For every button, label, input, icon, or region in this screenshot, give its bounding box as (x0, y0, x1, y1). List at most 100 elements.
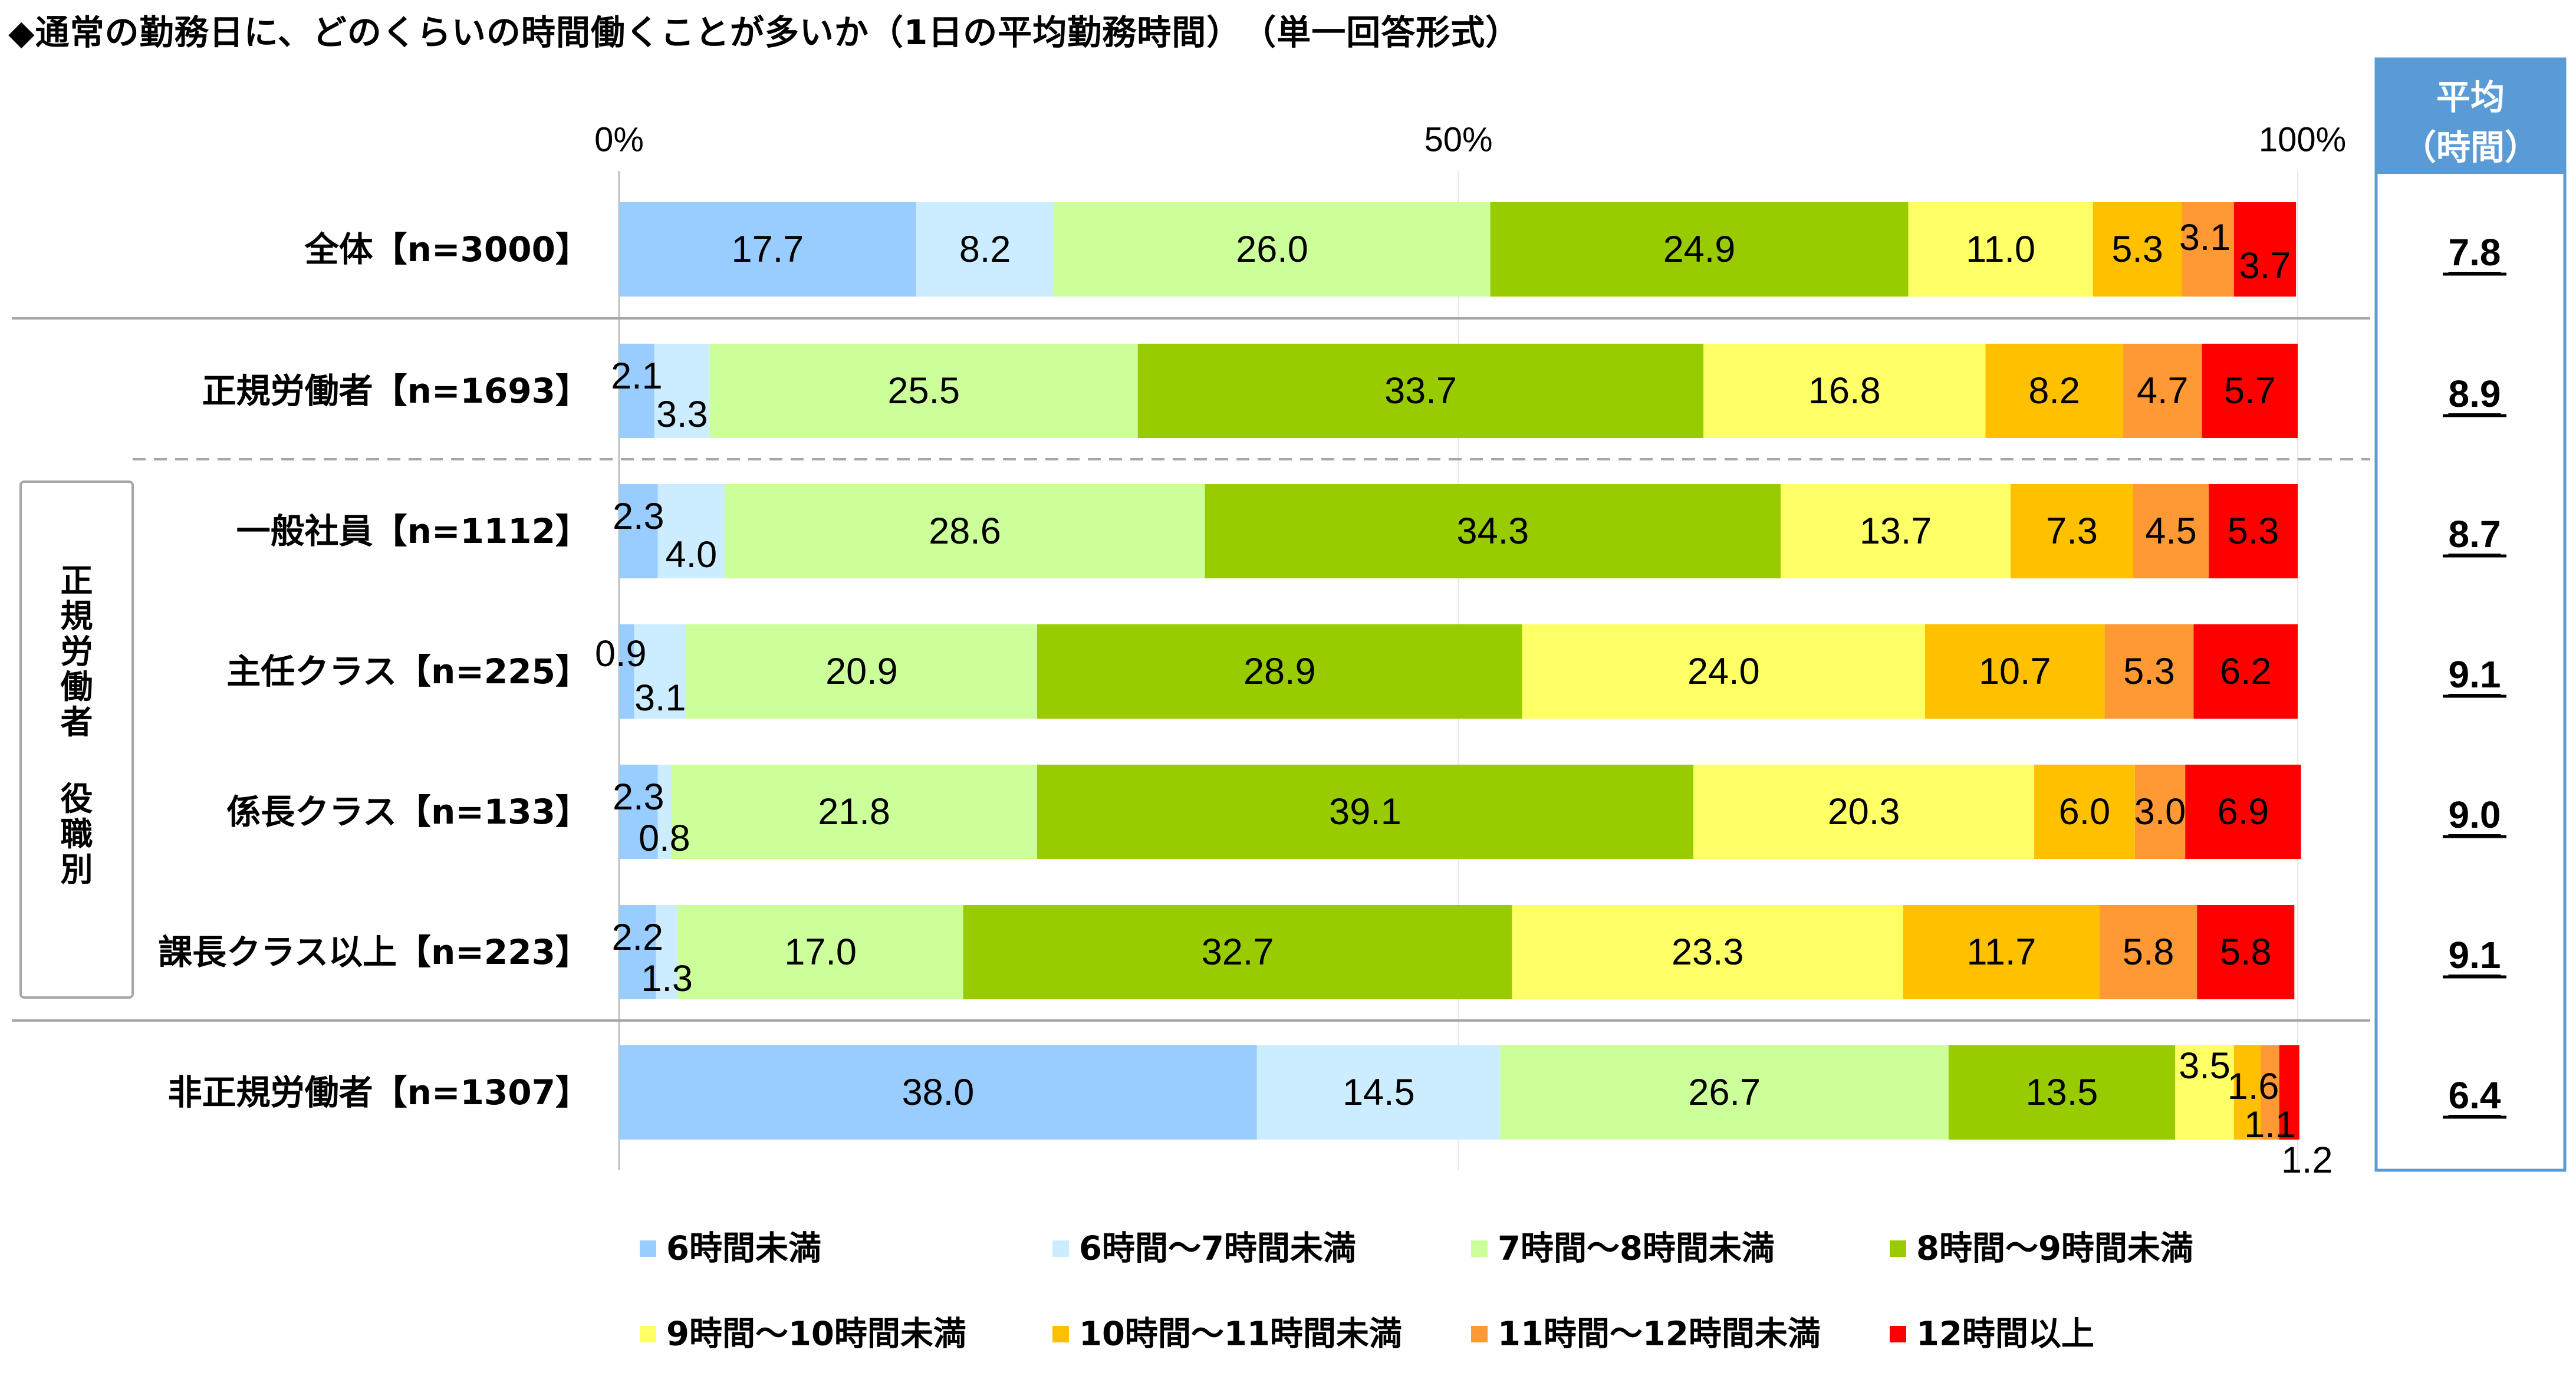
bar-segment (656, 905, 678, 999)
legend-swatch (1471, 1240, 1488, 1257)
bar-value-label: 10.7 (1979, 651, 2051, 692)
bar-value-label: 4.7 (2137, 370, 2189, 412)
bar-segment (2100, 905, 2197, 999)
bar-value-label: 32.7 (1202, 931, 1274, 973)
bar-value-label: 14.5 (1343, 1072, 1415, 1113)
bar-segment (619, 344, 654, 438)
bar-segment (1137, 344, 1704, 438)
bar-segment (2123, 344, 2202, 438)
bar-segment (2233, 202, 2297, 297)
bar-segment (2279, 1045, 2299, 1140)
bar-segment (2034, 765, 2135, 859)
bar-value-label: 3.1 (2179, 217, 2231, 258)
group-label-char: 者 (60, 703, 93, 741)
bar-segment (1500, 1045, 1949, 1140)
legend-label: 6時間未満 (666, 1230, 821, 1268)
average-header (2376, 59, 2565, 174)
average-value: 9.1 (2449, 653, 2501, 696)
bar-segment (1256, 1045, 1501, 1140)
group-label-char: 職 (60, 815, 93, 853)
bar-segment (2133, 484, 2209, 578)
bar-segment (1924, 624, 2105, 719)
legend-swatch (640, 1326, 656, 1342)
legend-swatch (1052, 1240, 1069, 1257)
bar-value-label: 5.7 (2224, 370, 2276, 412)
bar-value-label: 3.7 (2239, 245, 2291, 287)
bar-segment (657, 765, 672, 859)
bar-segment (2093, 202, 2182, 297)
group-label-char: 労 (60, 633, 93, 670)
bar-segment (619, 624, 634, 719)
bar-value-label: 33.7 (1384, 370, 1457, 412)
bar-value-label: 3.3 (656, 394, 708, 435)
legend-label: 9時間～10時間未満 (666, 1315, 966, 1354)
bar-value-label: 6.9 (2218, 791, 2269, 832)
legend-swatch (1890, 1326, 1906, 1342)
group-label-char: 正 (60, 562, 93, 600)
bar-segment (619, 484, 658, 578)
bar-value-label: 20.9 (825, 651, 898, 692)
legend-label: 12時間以上 (1916, 1315, 2094, 1354)
bar-segment (1908, 202, 2093, 297)
average-value: 9.0 (2449, 794, 2501, 836)
bar-value-label: 8.2 (2028, 370, 2080, 412)
group-label-char: 別 (60, 851, 93, 888)
bar-value-label: 1.1 (2244, 1104, 2296, 1145)
bar-segment (619, 905, 656, 999)
bar-value-label: 24.9 (1663, 229, 1736, 270)
bar-segment (1490, 202, 1909, 297)
legend-swatch (640, 1240, 656, 1257)
bar-value-label: 2.3 (613, 496, 664, 537)
average-value: 6.4 (2449, 1074, 2501, 1117)
bar-segment (619, 765, 658, 859)
bar-segment (634, 624, 686, 719)
bar-value-label: 25.5 (887, 370, 960, 412)
bar-value-label: 0.9 (595, 633, 647, 674)
bar-segment (963, 905, 1512, 999)
legend-swatch (1890, 1240, 1906, 1257)
bar-value-label: 11.0 (1966, 229, 2035, 270)
bar-segment (2185, 765, 2301, 859)
bar-value-label: 5.8 (2123, 931, 2174, 973)
bar-segment (671, 765, 1037, 859)
bar-segment (1512, 905, 1903, 999)
bar-segment (725, 484, 1205, 578)
bar-segment (916, 202, 1054, 297)
legend-label: 7時間～8時間未満 (1498, 1230, 1775, 1268)
bar-segment (1037, 624, 1522, 719)
group-label-char: 規 (60, 597, 93, 635)
legend-label: 10時間～11時間未満 (1079, 1315, 1402, 1354)
bar-segment (2197, 905, 2295, 999)
bar-segment (1703, 344, 1986, 438)
bar-value-label: 38.0 (902, 1072, 975, 1113)
bar-value-label: 3.1 (634, 677, 686, 719)
bar-segment (2209, 484, 2298, 578)
x-tick-label: 50% (1424, 121, 1492, 159)
bar-value-label: 17.0 (784, 931, 857, 973)
bar-value-label: 28.6 (929, 511, 1001, 552)
category-label: 正規労働者【n=1693】 (202, 371, 590, 411)
bar-value-label: 1.6 (2228, 1066, 2279, 1107)
bar-segment (2175, 1045, 2234, 1140)
bar-value-label: 4.5 (2145, 511, 2197, 552)
average-value: 7.8 (2449, 231, 2501, 274)
legend-swatch (1471, 1326, 1488, 1342)
bar-value-label: 20.3 (1828, 791, 1900, 832)
bar-segment (1781, 484, 2011, 578)
bar-value-label: 26.0 (1236, 229, 1308, 270)
bar-segment (2011, 484, 2133, 578)
bar-value-label: 24.0 (1687, 651, 1760, 692)
bar-segment (1948, 1045, 2176, 1140)
bar-value-label: 2.2 (612, 917, 664, 958)
x-tick-label: 0% (594, 121, 644, 159)
bar-segment (2193, 624, 2298, 719)
bar-segment (1205, 484, 1781, 578)
legend-label: 8時間～9時間未満 (1916, 1230, 2193, 1268)
bar-segment (1054, 202, 1491, 297)
legend-label: 6時間～7時間未満 (1079, 1230, 1356, 1268)
bar-value-label: 28.9 (1243, 651, 1316, 692)
bar-value-label: 1.2 (2281, 1140, 2333, 1181)
bar-segment (2134, 765, 2186, 859)
bar-value-label: 13.7 (1860, 511, 1932, 552)
